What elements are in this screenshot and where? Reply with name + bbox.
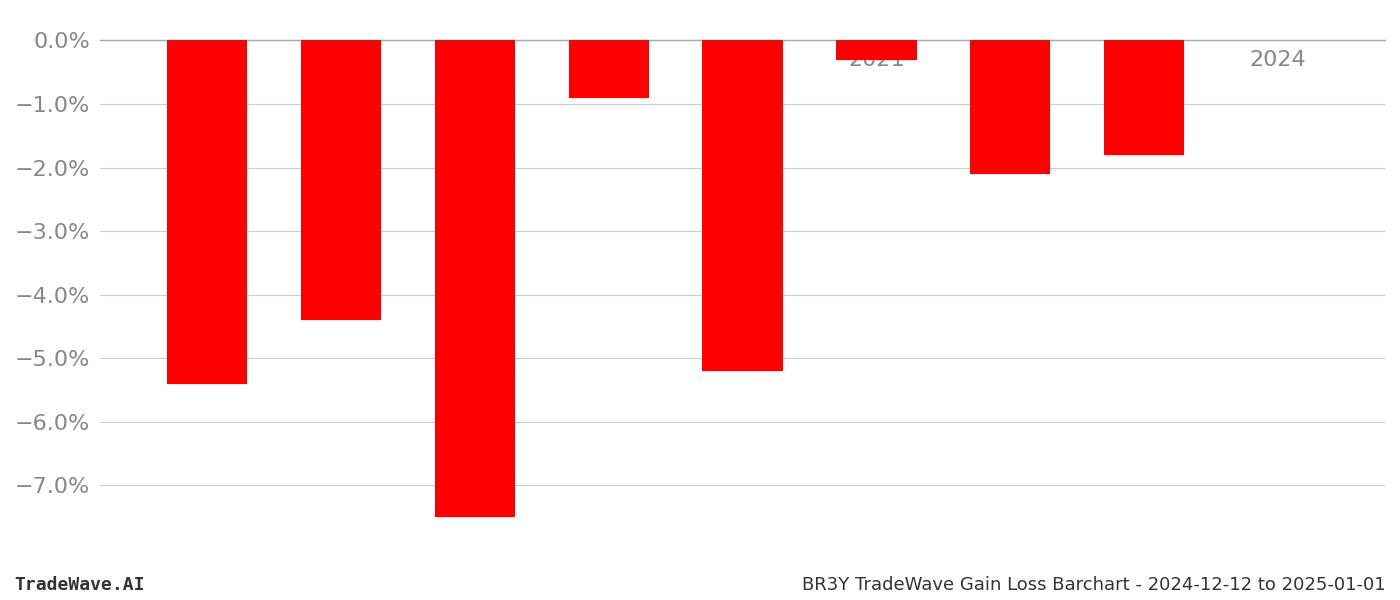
Bar [568, 40, 648, 98]
Bar [435, 40, 515, 517]
Text: BR3Y TradeWave Gain Loss Barchart - 2024-12-12 to 2025-01-01: BR3Y TradeWave Gain Loss Barchart - 2024… [802, 576, 1386, 594]
Bar [703, 40, 783, 371]
Text: TradeWave.AI: TradeWave.AI [14, 576, 144, 594]
Bar [836, 40, 917, 59]
Bar [301, 40, 381, 320]
Bar [970, 40, 1050, 174]
Bar [1105, 40, 1184, 155]
Bar [167, 40, 248, 384]
